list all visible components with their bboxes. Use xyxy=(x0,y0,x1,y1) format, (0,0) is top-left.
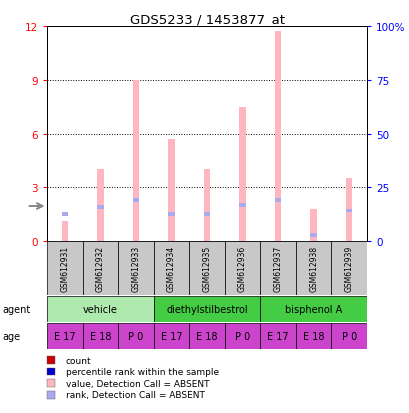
Bar xyxy=(97,170,103,242)
Bar xyxy=(153,296,260,322)
Text: GSM612934: GSM612934 xyxy=(166,245,175,292)
Bar xyxy=(168,213,174,216)
Bar xyxy=(239,107,245,242)
Bar xyxy=(310,209,316,242)
Text: GSM612932: GSM612932 xyxy=(96,245,105,292)
Text: GSM612933: GSM612933 xyxy=(131,245,140,292)
Text: GSM612938: GSM612938 xyxy=(308,245,317,292)
Bar xyxy=(118,242,153,295)
Text: GSM612937: GSM612937 xyxy=(273,245,282,292)
Text: E 18: E 18 xyxy=(90,331,111,341)
Text: GSM612931: GSM612931 xyxy=(60,245,69,292)
Bar xyxy=(295,242,330,295)
Text: E 18: E 18 xyxy=(302,331,324,341)
Text: vehicle: vehicle xyxy=(83,304,118,314)
Text: age: age xyxy=(2,331,20,341)
Bar xyxy=(345,209,351,213)
Text: bisphenol A: bisphenol A xyxy=(284,304,342,314)
Text: agent: agent xyxy=(2,304,30,314)
Bar xyxy=(168,140,174,242)
Bar xyxy=(189,242,224,295)
Bar xyxy=(62,213,68,216)
Text: E 18: E 18 xyxy=(196,331,217,341)
Bar xyxy=(224,242,260,295)
Text: percentile rank within the sample: percentile rank within the sample xyxy=(65,367,218,376)
Bar xyxy=(224,323,260,349)
Bar xyxy=(62,222,68,242)
Text: GSM612935: GSM612935 xyxy=(202,245,211,292)
Text: P 0: P 0 xyxy=(128,331,143,341)
Text: P 0: P 0 xyxy=(234,331,249,341)
Text: GSM612939: GSM612939 xyxy=(344,245,353,292)
Bar xyxy=(153,242,189,295)
Text: rank, Detection Call = ABSENT: rank, Detection Call = ABSENT xyxy=(65,390,204,399)
Text: E 17: E 17 xyxy=(160,331,182,341)
Bar xyxy=(97,205,103,209)
Bar xyxy=(310,233,316,237)
Bar xyxy=(345,179,351,242)
Bar xyxy=(47,296,153,322)
Text: GSM612936: GSM612936 xyxy=(238,245,247,292)
Bar xyxy=(203,170,210,242)
Bar xyxy=(133,198,139,202)
Bar xyxy=(133,81,139,242)
Bar xyxy=(83,242,118,295)
Bar xyxy=(330,242,366,295)
Bar xyxy=(260,323,295,349)
Text: E 17: E 17 xyxy=(54,331,76,341)
Bar xyxy=(274,32,281,242)
Bar xyxy=(47,323,83,349)
Bar xyxy=(260,242,295,295)
Bar xyxy=(330,323,366,349)
Bar xyxy=(295,323,330,349)
Title: GDS5233 / 1453877_at: GDS5233 / 1453877_at xyxy=(129,13,284,26)
Text: diethylstilbestrol: diethylstilbestrol xyxy=(166,304,247,314)
Bar xyxy=(189,323,224,349)
Bar xyxy=(274,198,281,202)
Text: P 0: P 0 xyxy=(341,331,356,341)
Bar xyxy=(153,323,189,349)
Bar xyxy=(239,204,245,208)
Bar xyxy=(47,242,83,295)
Bar xyxy=(83,323,118,349)
Text: E 17: E 17 xyxy=(267,331,288,341)
Text: value, Detection Call = ABSENT: value, Detection Call = ABSENT xyxy=(65,379,209,388)
Bar xyxy=(203,213,210,216)
Bar xyxy=(118,323,153,349)
Bar xyxy=(260,296,366,322)
Text: count: count xyxy=(65,356,91,365)
